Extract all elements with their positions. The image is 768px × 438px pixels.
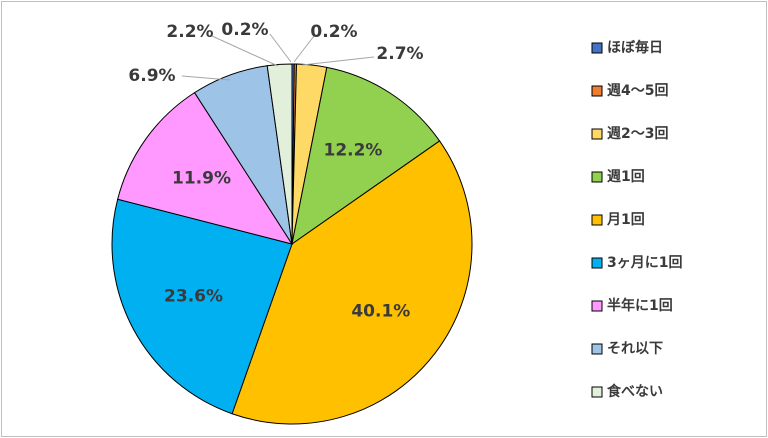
legend-swatch-7 xyxy=(591,300,603,312)
legend-label-3: 週2～3回 xyxy=(607,126,668,142)
legend-label-4: 週1回 xyxy=(607,169,645,185)
slice-label-3: 2.7% xyxy=(376,44,423,64)
pie-slice-6 xyxy=(111,198,293,415)
slice-label-9: 2.2% xyxy=(166,22,213,42)
leader-line-8 xyxy=(181,75,231,81)
leader-line-1 xyxy=(293,35,315,63)
legend-label-5: 月1回 xyxy=(606,212,645,228)
slice-label-2: 0.2% xyxy=(221,20,268,40)
pie-slice-9 xyxy=(266,63,293,245)
leader-line-9 xyxy=(211,35,279,67)
slice-label-4: 12.2% xyxy=(323,141,382,161)
slice-label-5: 40.1% xyxy=(351,302,410,322)
legend-swatch-1 xyxy=(591,42,603,54)
legend-label-7: 半年に1回 xyxy=(607,297,673,314)
legend-swatch-8 xyxy=(591,343,603,355)
legend-label-6: 3ヶ月に1回 xyxy=(607,255,682,271)
pie-slice-4 xyxy=(291,66,441,246)
pie-slice-5 xyxy=(231,140,473,425)
legend-swatch-2 xyxy=(591,85,603,97)
slice-label-7: 11.9% xyxy=(172,169,231,189)
legend-swatch-4 xyxy=(591,171,603,183)
legend-label-1: ほぼ毎日 xyxy=(607,39,663,56)
slice-label-1: 0.2% xyxy=(310,22,357,42)
legend-label-8: それ以下 xyxy=(607,341,663,357)
leader-line-2 xyxy=(269,33,292,63)
pie-slice-7 xyxy=(117,91,294,245)
legend-label-2: 週4～5回 xyxy=(607,83,668,99)
leader-line-3 xyxy=(301,56,375,66)
legend-swatch-3 xyxy=(591,128,603,140)
legend-swatch-6 xyxy=(591,257,603,269)
legend-swatch-9 xyxy=(591,386,603,398)
legend-label-9: 食べない xyxy=(607,383,663,400)
legend-swatch-5 xyxy=(591,214,603,226)
slice-label-8: 6.9% xyxy=(128,66,175,86)
slice-label-6: 23.6% xyxy=(164,287,223,307)
